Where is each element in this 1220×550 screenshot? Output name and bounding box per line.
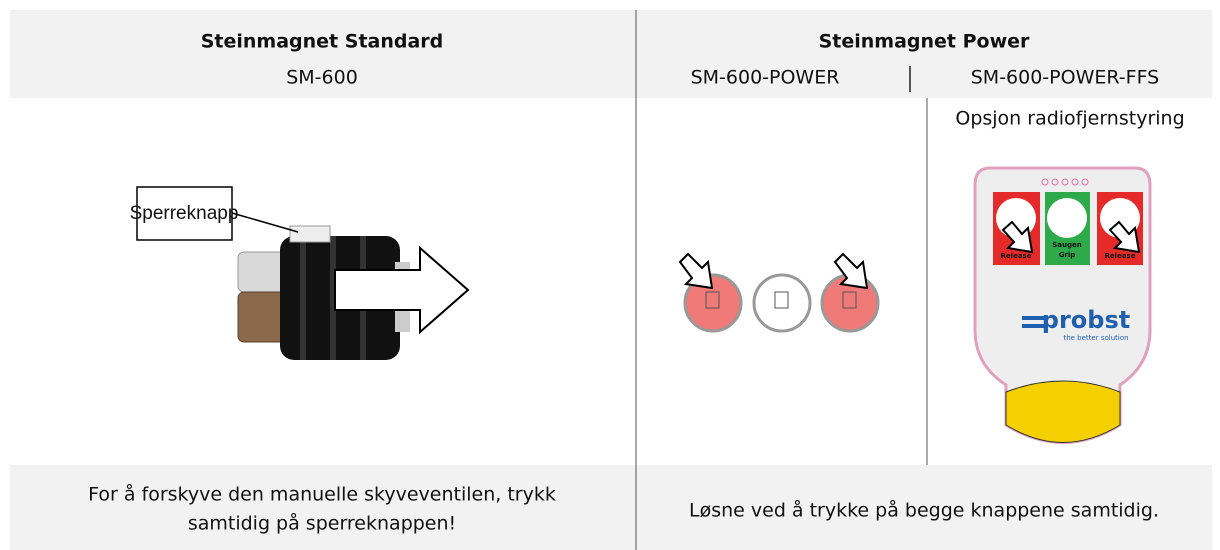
remote-button-label: Grip — [1059, 251, 1076, 259]
remote-tagline: the better solution — [1063, 334, 1128, 342]
right-model: SM-600-POWER-FFS — [971, 67, 1160, 89]
remote-button-label: Release — [1001, 252, 1032, 260]
callout-label: Sperreknapp — [130, 203, 239, 224]
remote-illustration — [973, 166, 1152, 444]
left-title: Steinmagnet Standard — [201, 31, 444, 53]
right-model: SM-600-POWER — [691, 67, 840, 89]
remote-button-label: Release — [1105, 252, 1136, 260]
callout-line — [231, 212, 299, 233]
callout-box — [136, 186, 233, 241]
footer-right: Løsne ved å trykke på begge knappene sam… — [689, 499, 1159, 522]
footer-bg — [10, 465, 1212, 550]
valve-illustration — [237, 225, 470, 360]
option-label: Opsjon radiofjernstyring — [955, 108, 1184, 130]
right-title: Steinmagnet Power — [819, 31, 1030, 53]
footer-left: For å forskyve den manuelle skyveventile… — [88, 483, 556, 506]
header-bg — [10, 10, 1212, 98]
remote-button-label: Saugen — [1052, 241, 1082, 249]
button-illustration — [678, 252, 880, 333]
left-model: SM-600 — [286, 67, 358, 89]
remote-brand: probst — [1042, 306, 1130, 334]
footer-left: samtidig på sperreknappen! — [188, 512, 456, 535]
